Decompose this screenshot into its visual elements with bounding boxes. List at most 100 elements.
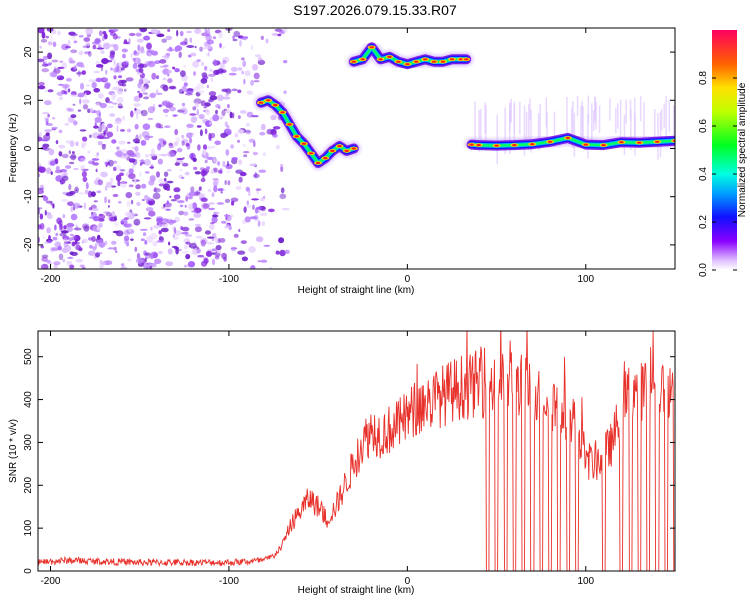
spectrogram-noise-speck <box>237 129 245 134</box>
spectrogram-noise-speck <box>152 252 158 258</box>
spectrogram-noise-speck <box>114 121 122 125</box>
spectrogram-noise-speck <box>183 65 187 68</box>
spectrogram-noise-speck <box>96 239 103 247</box>
spectrogram-noise-speck <box>55 165 60 172</box>
spectrogram-noise-speck <box>61 191 67 195</box>
spectrogram-noise-speck <box>139 28 147 33</box>
spectrogram-noise-speck <box>95 252 100 258</box>
spectrogram-noise-speck <box>230 66 238 72</box>
spectrogram-noise-speck <box>144 240 148 245</box>
spectrogram-noise-speck <box>88 250 96 256</box>
spectrogram-noise-speck <box>181 141 185 146</box>
spectrogram-noise-speck <box>133 103 142 107</box>
colorbar-gradient <box>712 30 737 270</box>
spectrogram-noise-speck <box>206 84 209 89</box>
spectrogram-noise-speck <box>244 216 251 223</box>
spectrogram-noise-speck <box>230 214 234 217</box>
spectrogram-noise-speck <box>141 198 145 202</box>
spectrogram-noise-speck <box>53 261 61 266</box>
spectrogram-noise-speck <box>204 230 212 235</box>
spectrogram-noise-speck <box>207 188 212 193</box>
spectrogram-noise-speck <box>157 143 162 151</box>
spectrogram-noise-speck <box>169 195 172 198</box>
spectrogram-noise-speck <box>102 136 110 139</box>
spectrogram-noise-speck <box>168 146 174 149</box>
spectrogram-noise-speck <box>44 87 47 93</box>
spectrogram-noise-speck <box>97 44 102 48</box>
spectrogram-noise-speck <box>116 97 124 104</box>
spectrogram-noise-speck <box>270 114 277 121</box>
spectrogram-noise-speck <box>91 158 100 161</box>
spectrogram-noise-speck <box>113 166 117 172</box>
spectrogram-noise-speck <box>237 139 240 143</box>
spectrogram-noise-speck <box>225 223 231 229</box>
spectrogram-noise-speck <box>275 144 280 150</box>
spectrogram-noise-speck <box>206 39 214 45</box>
spectrogram-noise-speck <box>192 202 198 210</box>
spectrogram-noise-speck <box>68 108 75 112</box>
spectrogram-noise-speck <box>199 46 204 52</box>
spectrogram-noise-speck <box>241 256 248 262</box>
spectrogram-noise-speck <box>263 195 266 199</box>
spectrogram-noise-speck <box>162 68 170 75</box>
spectrogram-noise-speck <box>178 248 182 252</box>
spectrogram-noise-speck <box>45 35 49 39</box>
spectrogram-noise-speck <box>149 175 156 182</box>
spectrogram-noise-speck <box>85 84 91 87</box>
spectrogram-noise-speck <box>77 109 82 112</box>
spectrogram-streak <box>485 105 487 143</box>
spectrogram-noise-speck <box>155 88 159 96</box>
spectrogram-noise-speck <box>73 168 79 170</box>
spectrogram-noise-speck <box>61 247 70 254</box>
y-tick-label: 0 <box>23 568 34 574</box>
spectrogram-noise-speck <box>96 47 105 50</box>
spectrogram-noise-speck <box>102 77 108 82</box>
spectrogram-noise-speck <box>50 72 58 78</box>
spectrogram-streak <box>572 101 574 149</box>
spectrogram-noise-speck <box>128 184 134 188</box>
x-tick-label: 0 <box>405 274 411 285</box>
spectrogram-noise-speck <box>79 264 85 268</box>
spectrogram-noise-speck <box>84 92 87 99</box>
spectrogram-noise-speck <box>55 232 59 237</box>
spectrogram-noise-speck <box>205 250 213 257</box>
spectrogram-peak-core <box>414 60 419 63</box>
spectrogram-noise-speck <box>184 265 187 268</box>
spectrogram-noise-speck <box>221 88 228 93</box>
spectrogram-noise-speck <box>68 150 71 155</box>
spectrogram-noise-speck <box>215 244 222 251</box>
spectrogram-noise-speck <box>158 183 167 187</box>
spectrogram-noise-speck <box>222 188 226 191</box>
spectrogram-noise-speck <box>187 196 193 200</box>
spectrogram-noise-speck <box>81 238 88 244</box>
colorbar: 0.0 0.2 0.4 0.6 0.8 Normalized spectral ampl… <box>698 30 748 277</box>
y-tick-label: 10 <box>23 94 34 106</box>
spectrogram-noise-speck <box>93 162 99 166</box>
spectrogram-noise-speck <box>140 109 148 117</box>
spectrogram-noise-speck <box>166 180 174 184</box>
y-tick-label: -10 <box>23 189 34 204</box>
spectrogram-noise-speck <box>226 170 231 174</box>
spectrogram-noise-speck <box>45 132 50 136</box>
spectrogram-noise-speck <box>190 116 197 123</box>
spectrogram-peak-core <box>440 60 446 63</box>
spectrogram-noise-speck <box>200 78 208 84</box>
spectrogram-noise-speck <box>158 104 162 108</box>
spectrogram-noise-speck <box>140 46 145 53</box>
spectrogram-noise-speck <box>222 60 227 64</box>
y-tick-label: 300 <box>23 434 34 451</box>
spectrogram-noise-speck <box>176 147 183 153</box>
spectrogram-noise-speck <box>179 204 184 208</box>
spectrogram-noise-speck <box>165 208 171 211</box>
spectrogram-noise-speck <box>58 144 66 149</box>
spectrogram-noise-speck <box>132 162 135 170</box>
spectrogram-noise-speck <box>70 153 77 161</box>
spectrogram-noise-speck <box>84 189 89 195</box>
spectrogram-noise-speck <box>169 106 176 112</box>
spectrogram-noise-speck <box>44 116 49 122</box>
spectrogram-noise-speck <box>75 258 84 263</box>
spectrogram-peak-core <box>323 157 328 160</box>
spectrogram-noise-speck <box>45 118 49 125</box>
spectrogram-noise-speck <box>111 139 117 144</box>
spectrogram-noise-speck <box>143 217 152 220</box>
